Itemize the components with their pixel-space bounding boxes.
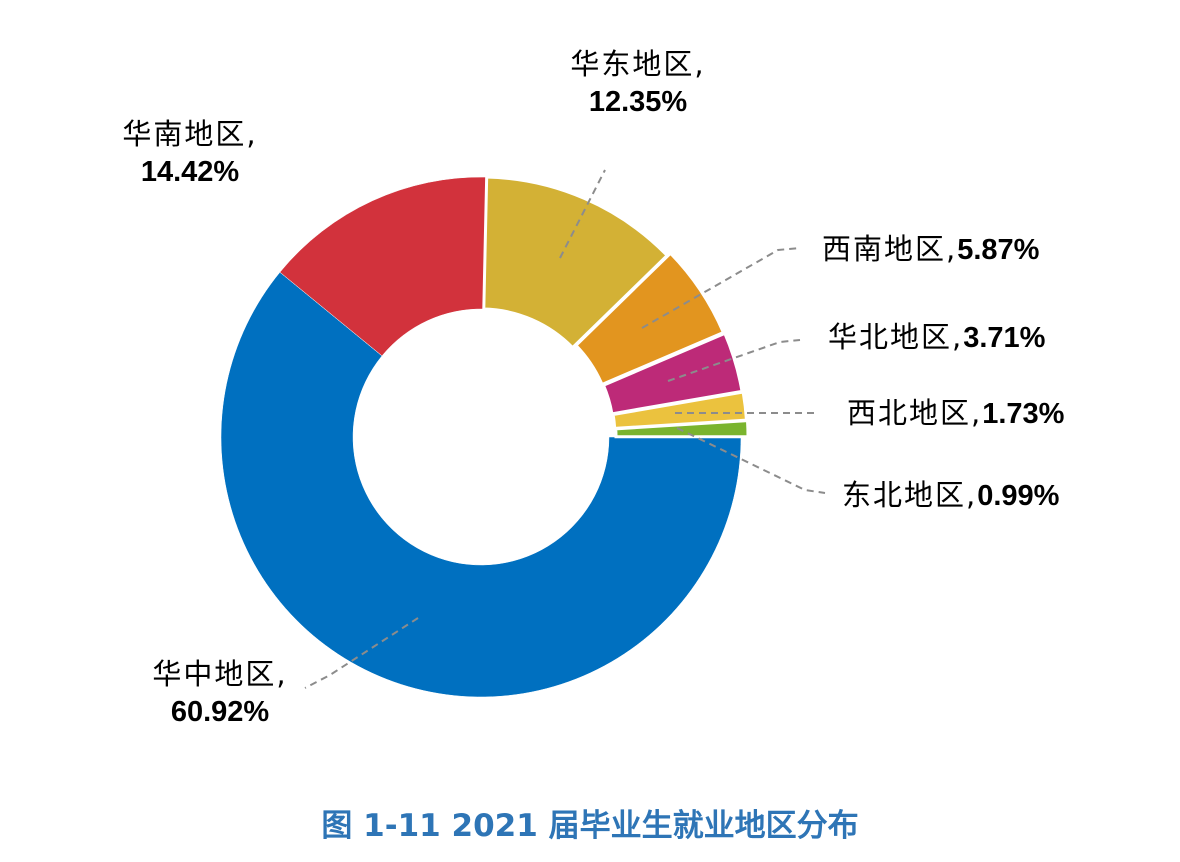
label-huanan-name: 华南地区, [122, 117, 258, 151]
slice-1 [279, 176, 487, 357]
leader-lines [304, 169, 826, 689]
label-huazhong: 华中地区, 60.92% [130, 655, 310, 731]
label-huazhong-name: 华中地区, [152, 657, 288, 691]
label-huabei-name: 华北地区, [828, 320, 964, 354]
label-huadong-value: 12.35% [588, 86, 688, 118]
leader-line-4 [667, 339, 801, 382]
label-huazhong-value: 60.92% [170, 696, 270, 728]
label-xibei-name: 西北地区, [847, 396, 983, 430]
slice-2 [482, 175, 670, 350]
label-dongbei-name: 东北地区, [842, 478, 978, 512]
label-dongbei-value: 0.99% [977, 480, 1060, 512]
label-huadong-name: 华东地区, [570, 47, 706, 81]
label-huanan-value: 14.42% [140, 156, 240, 188]
label-huabei-value: 3.71% [963, 322, 1046, 354]
label-huabei: 华北地区,3.71% [828, 318, 1045, 357]
label-xibei: 西北地区,1.73% [847, 394, 1064, 433]
slice-6 [614, 419, 750, 439]
label-xinan-name: 西南地区, [822, 232, 958, 266]
label-xibei-value: 1.73% [982, 398, 1065, 430]
label-huanan: 华南地区, 14.42% [100, 115, 280, 191]
label-xinan-value: 5.87% [957, 234, 1040, 266]
donut-slices [220, 175, 750, 698]
leader-line-0 [304, 617, 419, 689]
leader-line-2 [559, 169, 606, 259]
slice-0 [220, 271, 742, 698]
label-dongbei: 东北地区,0.99% [842, 476, 1059, 515]
figure-caption: 图 1-11 2021 届毕业生就业地区分布 [321, 808, 859, 844]
label-xinan: 西南地区,5.87% [822, 230, 1039, 269]
label-huadong: 华东地区, 12.35% [548, 45, 728, 121]
leader-line-3 [641, 247, 801, 329]
